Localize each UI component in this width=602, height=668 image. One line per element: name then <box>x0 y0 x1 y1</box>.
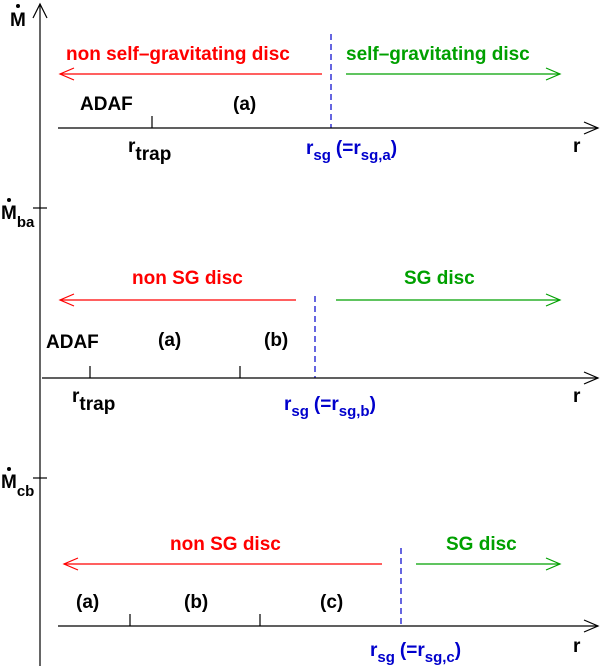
mdot-ba-main: M <box>1 203 17 224</box>
panel-1-green-arrow <box>346 67 562 81</box>
panel-1-r-axis-label: r <box>573 136 581 157</box>
svg-text:Mcb: Mcb <box>1 472 34 500</box>
panel-1: non self–gravitating disc self–gravitati… <box>58 34 600 165</box>
mdot-cb-dot <box>7 467 11 471</box>
panel-2-r-sg-label: rsg (=rsg,b) <box>284 394 376 420</box>
svg-text:Mba: Mba <box>1 203 35 231</box>
mdot-top-label: M <box>10 4 26 31</box>
mdot-symbol: M <box>10 10 26 31</box>
panel-1-region-adaf: ADAF <box>80 94 133 115</box>
panel-3-region-b: (b) <box>184 592 208 613</box>
panel-1-red-arrow <box>58 67 322 81</box>
mdot-ba-dot <box>7 198 11 202</box>
mdot-cb-sub: cb <box>17 483 35 500</box>
panel-2: non SG disc SG disc ADAF (a) (b) rtrap r… <box>42 268 600 420</box>
panel-3-r-sg-label: rsg (=rsg,c) <box>370 640 461 666</box>
panel-2-red-arrow <box>58 293 296 307</box>
mdot-dot <box>16 4 20 8</box>
mdot-ba-label: Mba <box>1 198 35 231</box>
panel-2-region-a: (a) <box>158 330 181 351</box>
mdot-axis <box>32 2 48 666</box>
panel-3-red-label: non SG disc <box>170 534 281 555</box>
mdot-cb-main: M <box>1 472 17 493</box>
panel-3-r-axis <box>58 614 600 633</box>
panel-2-r-trap-label: rtrap <box>72 386 115 415</box>
panel-3: non SG disc SG disc (a) (b) (c) rsg (=rsg… <box>58 534 600 666</box>
panel-2-green-label: SG disc <box>404 268 475 289</box>
panel-1-r-trap-label: rtrap <box>128 136 171 165</box>
panel-1-green-label: self–gravitating disc <box>346 44 530 65</box>
panel-3-red-arrow <box>62 557 382 571</box>
panel-2-r-axis-label: r <box>573 386 581 407</box>
panel-2-r-axis <box>42 366 600 385</box>
mdot-axis-arrowhead <box>32 2 48 19</box>
panel-2-green-arrow <box>336 293 562 307</box>
panel-1-r-axis <box>58 116 600 135</box>
panel-3-region-a: (a) <box>76 592 99 613</box>
panel-3-region-c: (c) <box>320 592 343 613</box>
mdot-cb-label: Mcb <box>1 467 34 500</box>
panel-1-red-label: non self–gravitating disc <box>66 44 290 65</box>
panel-2-region-adaf: ADAF <box>46 332 99 353</box>
mdot-ba-sub: ba <box>17 214 35 231</box>
panel-3-r-axis-label: r <box>573 636 581 657</box>
panel-3-green-arrow <box>416 557 562 571</box>
panel-1-r-sg-label: rsg (=rsg,a) <box>306 138 397 164</box>
panel-3-green-label: SG disc <box>446 534 517 555</box>
panel-2-region-b: (b) <box>264 330 288 351</box>
panel-2-red-label: non SG disc <box>132 268 243 289</box>
panel-1-region-a: (a) <box>233 94 256 115</box>
